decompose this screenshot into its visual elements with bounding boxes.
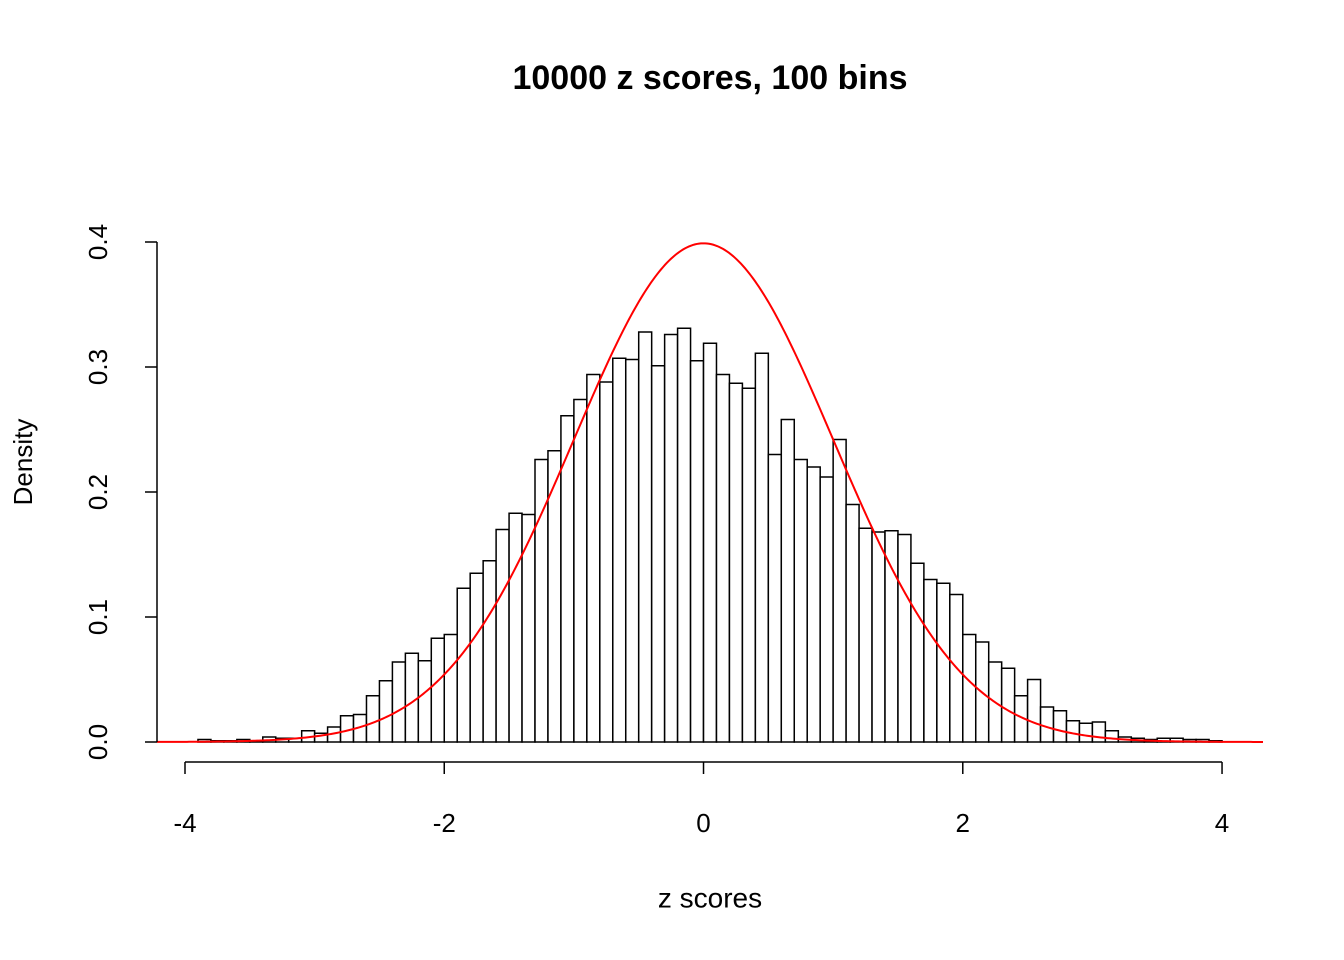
bar <box>832 438 847 743</box>
x-tick-label: 4 <box>1215 808 1229 838</box>
bar <box>871 531 886 743</box>
bar <box>858 527 873 743</box>
bar <box>1104 730 1120 743</box>
x-tick-label: -2 <box>433 808 456 838</box>
y-tick-label: 0.3 <box>83 349 113 385</box>
bar <box>689 360 705 743</box>
bar <box>612 357 627 743</box>
bar <box>391 661 407 743</box>
bar <box>456 587 471 743</box>
bar <box>573 398 588 743</box>
bar <box>1052 710 1068 743</box>
bar <box>650 365 666 743</box>
bar <box>404 652 420 743</box>
bar <box>702 342 718 743</box>
x-tick-label: 2 <box>956 808 970 838</box>
bar <box>624 358 640 743</box>
bar <box>1091 721 1107 743</box>
y-tick-label: 0.1 <box>83 599 113 635</box>
bar <box>962 633 977 743</box>
bar <box>1000 667 1016 743</box>
bar <box>845 503 860 743</box>
bar <box>923 578 938 743</box>
bar <box>936 582 951 743</box>
bar <box>910 562 925 743</box>
bar <box>754 352 770 743</box>
y-tick-label: 0.2 <box>83 474 113 510</box>
bar <box>482 560 497 743</box>
bar <box>469 572 484 743</box>
normal-curve <box>157 242 1264 743</box>
bar <box>1078 722 1094 743</box>
bar <box>365 695 381 743</box>
bar <box>1065 720 1081 743</box>
chart-title: 10000 z scores, 100 bins <box>512 59 907 97</box>
y-tick-label: 0.4 <box>83 224 113 260</box>
bar <box>780 418 796 743</box>
bar <box>728 382 744 743</box>
bar <box>806 466 821 743</box>
bar <box>599 381 614 743</box>
bar <box>793 458 808 743</box>
y-tick-label: 0.0 <box>83 724 113 760</box>
bar <box>884 530 899 743</box>
bar <box>715 373 731 743</box>
bar <box>741 387 757 743</box>
x-axis-label: z scores <box>658 882 762 913</box>
bar <box>508 512 523 743</box>
x-tick-label: -4 <box>173 808 196 838</box>
bar <box>443 633 458 743</box>
bar <box>417 660 433 743</box>
bar <box>637 331 653 743</box>
bar <box>663 333 679 743</box>
y-axis-label: Density <box>8 419 38 506</box>
bar <box>378 680 394 743</box>
bar <box>1026 678 1042 743</box>
bar <box>676 327 692 743</box>
bar <box>1039 706 1055 743</box>
bar <box>767 453 783 743</box>
bar <box>430 637 446 743</box>
x-tick-label: 0 <box>696 808 710 838</box>
bar <box>897 533 912 743</box>
bar <box>495 528 510 743</box>
bar <box>586 373 601 743</box>
bar <box>819 476 834 743</box>
